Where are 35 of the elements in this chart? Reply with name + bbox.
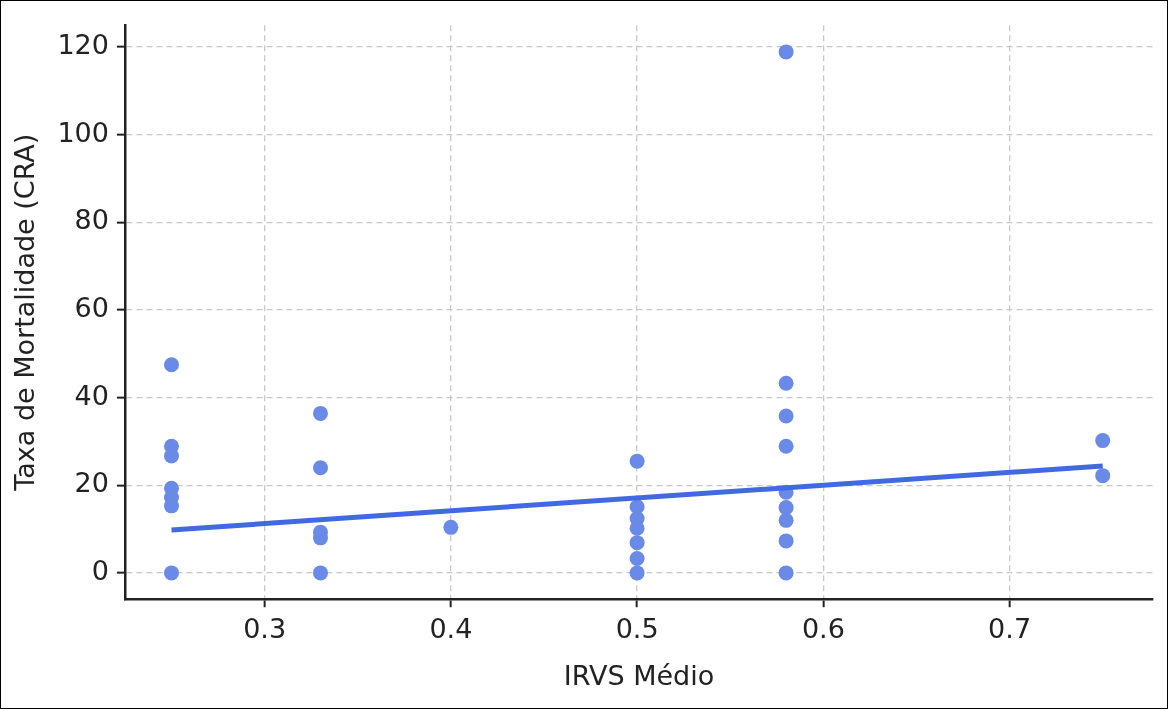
point [164,357,179,373]
point [778,408,794,424]
point [778,44,794,60]
point [629,550,645,566]
x-axis-title: IRVS Médio [563,659,715,691]
point [778,533,794,549]
point [1095,468,1111,484]
y-tick-label: 100 [57,116,109,148]
point [778,500,794,516]
point [164,565,179,581]
y-tick-label: 120 [57,29,109,61]
y-tick-label: 80 [74,204,109,236]
point [312,565,328,581]
x-tick-label: 0.5 [615,613,659,645]
point [443,519,459,535]
y-tick-label: 40 [74,379,109,411]
point [164,448,179,464]
y-tick-label: 60 [74,292,109,324]
x-tick-label: 0.6 [801,613,845,645]
x-tick-label: 0.4 [429,613,473,645]
y-tick-label: 20 [74,467,109,499]
point [629,565,645,581]
point [312,405,328,421]
x-tick-label: 0.7 [988,613,1032,645]
point [778,375,794,391]
point [629,535,645,551]
point [629,453,645,469]
y-axis-title: Taxa de Mortalidade (CRA) [9,133,41,492]
point [1095,433,1111,449]
point [778,438,794,454]
point [778,512,794,528]
y-tick-label: 0 [91,554,109,586]
point [312,460,328,476]
point [778,565,794,581]
x-tick-label: 0.3 [243,613,287,645]
